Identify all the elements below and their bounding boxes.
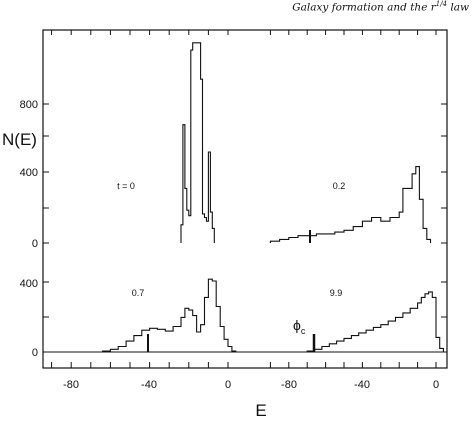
histogram-series-3 bbox=[306, 291, 444, 352]
y-tick-label-400: 400 bbox=[20, 167, 38, 179]
panel-label-0.7: 0.7 bbox=[132, 288, 145, 298]
histogram-series-1 bbox=[269, 166, 432, 243]
histogram-series-2 bbox=[102, 278, 237, 352]
y-tick-label-800: 800 bbox=[20, 99, 38, 111]
x-tick-label-left-80: -80 bbox=[63, 379, 79, 391]
y-tick-label-0-top: 0 bbox=[32, 238, 38, 250]
y-tick-label-400-bottom: 400 bbox=[20, 278, 38, 290]
y-tick-label-0-bottom: 0 bbox=[32, 347, 38, 359]
running-head: Galaxy formation and the r1/4 law bbox=[292, 0, 469, 14]
panel-label-9.9: 9.9 bbox=[330, 288, 343, 298]
x-axis-label: E bbox=[255, 401, 266, 420]
x-tick-label-right-0: 0 bbox=[433, 379, 439, 391]
panel-label-0.2: 0.2 bbox=[333, 181, 346, 191]
x-tick-label-left-0: 0 bbox=[225, 379, 231, 391]
x-tick-label-right-80: -80 bbox=[281, 379, 297, 391]
x-tick-label-left-40: -40 bbox=[141, 379, 157, 391]
histogram-marks bbox=[102, 42, 444, 352]
x-tick-label-right-40: -40 bbox=[354, 379, 370, 391]
axis-ticks bbox=[43, 30, 447, 368]
phi-c-annotation: ϕc bbox=[293, 317, 306, 336]
histogram-series-0 bbox=[180, 42, 215, 243]
plot-frame bbox=[42, 29, 448, 369]
y-axis-label: N(E) bbox=[2, 130, 37, 149]
panel-label-t0: t = 0 bbox=[117, 181, 135, 191]
